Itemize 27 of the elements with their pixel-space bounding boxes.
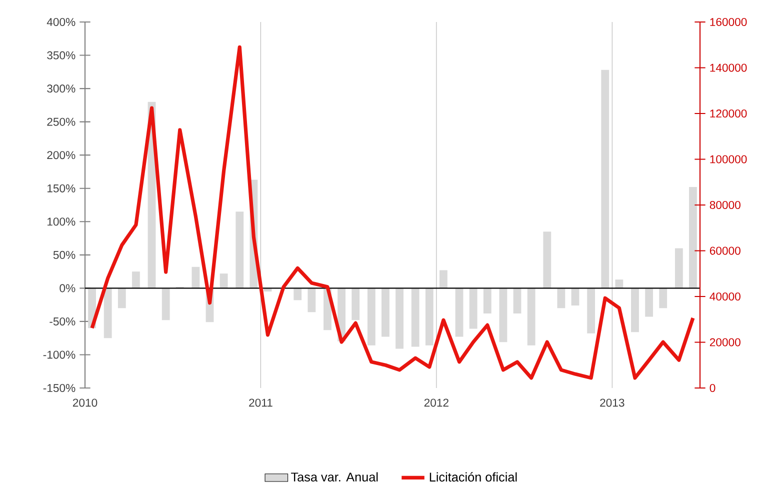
y2-tick-label: 0 xyxy=(710,384,716,392)
y-tick-label: 50% xyxy=(53,251,76,260)
y-tick-label: 200% xyxy=(47,151,76,160)
y2-tick-label: 160000 xyxy=(710,18,747,26)
y2-tick-label: 60000 xyxy=(710,246,740,255)
y-tick-label: 350% xyxy=(47,52,76,60)
y2-tick-label: 120000 xyxy=(710,110,747,118)
x-tick-label: 2011 xyxy=(249,398,272,407)
y-tick-label: 100% xyxy=(48,218,76,226)
y-tick-label: -50% xyxy=(50,318,76,326)
y2-tick-label: 20000 xyxy=(710,338,740,346)
y-tick-label: 250% xyxy=(47,118,76,126)
y2-tick-label: 100000 xyxy=(710,155,747,164)
x-tick-label: 2013 xyxy=(600,398,624,407)
y2-tick-label: 80000 xyxy=(710,201,740,210)
x-tick-label: 2012 xyxy=(424,398,448,407)
y-tick-label: -150% xyxy=(43,384,76,392)
y-tick-label: 150% xyxy=(48,184,76,193)
legend-label: Licitación oficial xyxy=(430,472,517,482)
y-tick-label: 300% xyxy=(47,84,76,93)
y2-tick-label: 140000 xyxy=(710,64,747,72)
y2-tick-label: 40000 xyxy=(710,292,740,301)
x-tick-label: 2010 xyxy=(72,398,98,407)
y-tick-label: 0% xyxy=(60,284,76,292)
y-tick-label: 400% xyxy=(46,18,76,26)
legend-label: Tasa var. Anual xyxy=(291,472,378,482)
y-tick-label: -100% xyxy=(43,350,76,359)
